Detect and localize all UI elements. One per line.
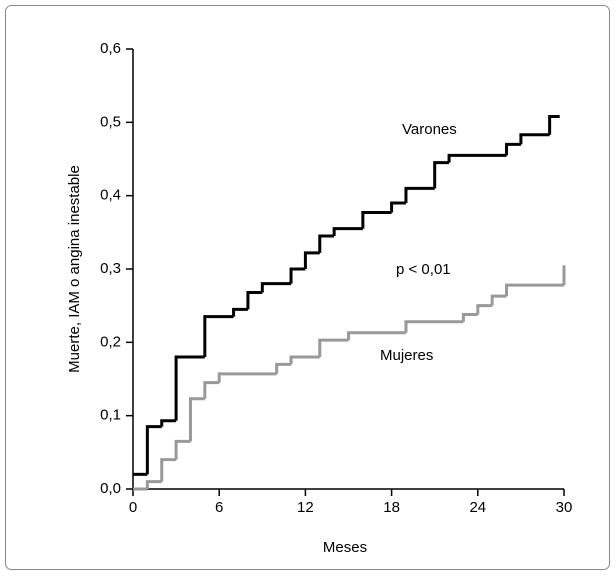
step-segment [289, 267, 306, 284]
y-tick-label: 0,4 [100, 187, 121, 204]
step-segment [174, 355, 205, 421]
step-segment [519, 133, 550, 145]
step-segment [447, 153, 507, 163]
step-segment [217, 372, 277, 383]
step-segment [318, 234, 335, 253]
x-tick-label: 24 [469, 499, 486, 516]
step-segment [347, 331, 406, 341]
step-segment [461, 312, 478, 322]
step-segment [505, 283, 564, 297]
step-segment [203, 315, 234, 357]
step-segment [289, 355, 320, 365]
y-tick-label: 0,6 [100, 40, 121, 57]
y-tick-label: 0,0 [100, 480, 121, 497]
step-segment [404, 320, 464, 333]
step-segment [174, 439, 191, 460]
annotation: p < 0,01 [396, 261, 451, 278]
step-segment [275, 362, 292, 374]
step-segment [303, 251, 320, 269]
step-segment [332, 227, 363, 236]
x-tick-label: 6 [215, 499, 223, 516]
y-tick-label: 0,1 [100, 407, 121, 424]
step-segment [490, 294, 507, 306]
step-segment [160, 419, 177, 427]
x-axis-label: Meses [323, 539, 367, 556]
y-tick-label: 0,2 [100, 333, 121, 350]
x-tick-label: 12 [297, 499, 314, 516]
step-segment [260, 282, 292, 293]
step-segment [160, 458, 177, 482]
step-segment [476, 304, 493, 315]
step-segment [203, 381, 220, 399]
step-segment [246, 290, 263, 310]
x-tick-label: 0 [129, 499, 137, 516]
step-segment [404, 186, 435, 203]
step-segment [433, 161, 450, 189]
step-segment [361, 211, 392, 229]
x-tick-label: 30 [556, 499, 573, 516]
annotation: Mujeres [380, 347, 433, 364]
step-segment [318, 338, 349, 357]
step-segment [145, 425, 162, 475]
step-segment [390, 201, 406, 213]
step-segment [188, 397, 205, 442]
x-tick-label: 18 [383, 499, 400, 516]
y-tick-label: 0,5 [100, 113, 121, 130]
annotation: Varones [402, 121, 457, 138]
step-segment [505, 142, 521, 156]
y-tick-label: 0,3 [100, 260, 121, 277]
step-segment [548, 114, 560, 135]
step-segment [145, 480, 162, 489]
step-segment [232, 307, 248, 317]
y-axis-label: Muerte, IAM o angina inestable [66, 165, 83, 373]
frame [5, 5, 610, 570]
